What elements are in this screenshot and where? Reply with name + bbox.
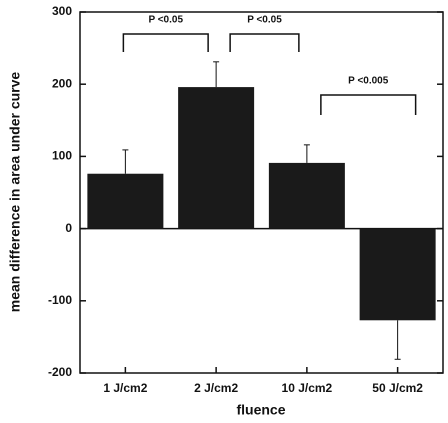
significance-bracket (229, 33, 300, 52)
significance-label: P <0.05 (148, 15, 183, 26)
significance-bracket (122, 33, 209, 52)
bar (359, 228, 436, 321)
y-tick-label: 300 (52, 4, 72, 18)
y-tick-label: 100 (52, 149, 72, 163)
bar (178, 87, 255, 229)
x-tick-label: 1 J/cm2 (103, 381, 147, 395)
bar (87, 173, 164, 229)
significance-label: P <0.005 (348, 76, 389, 87)
x-axis-title: fluence (236, 402, 285, 418)
x-tick-label: 50 J/cm2 (372, 381, 423, 395)
x-tick-label: 10 J/cm2 (282, 381, 333, 395)
bar (268, 162, 345, 229)
y-tick-label: -100 (48, 293, 72, 307)
plot-frame (79, 11, 444, 374)
y-axis-title: mean difference in area under curve (7, 72, 23, 313)
x-tick-label: 2 J/cm2 (194, 381, 238, 395)
y-tick-label: 200 (52, 76, 72, 90)
significance-bracket (320, 94, 417, 115)
y-tick-label: -200 (48, 365, 72, 379)
y-tick-label: 0 (65, 221, 72, 235)
significance-label: P <0.05 (247, 15, 282, 26)
